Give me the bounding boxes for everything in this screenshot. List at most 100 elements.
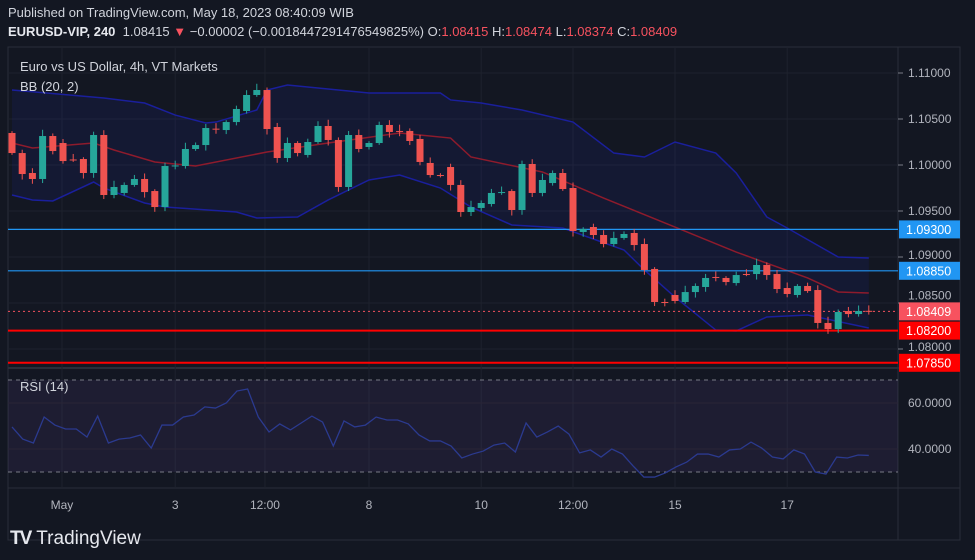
candle-body	[467, 207, 475, 213]
chart-title: Euro vs US Dollar, 4h, VT Markets	[20, 59, 218, 74]
candle	[324, 119, 332, 146]
candle	[151, 189, 159, 212]
candle	[141, 173, 149, 198]
candle-body	[212, 128, 220, 130]
price-axis[interactable]: 1.11000 1.10500 1.10000 1.09500 1.09000 1.085…	[898, 66, 960, 456]
candle-body	[39, 136, 47, 179]
symbol-info-bar: EURUSD-VIP, 240 1.08415 ▼ −0.00002 (−0.0…	[8, 24, 677, 39]
candle-body	[640, 244, 648, 270]
candle	[498, 186, 506, 195]
candle	[8, 131, 16, 155]
rsi-band-fill	[8, 380, 898, 472]
candle	[569, 182, 577, 237]
time-axis[interactable]: May 3 12:00 8 10 12:00 15 17	[51, 498, 795, 512]
candle	[304, 138, 312, 158]
level-price-tag: 1.09300	[906, 223, 951, 237]
tradingview-logo[interactable]: TV TradingView	[10, 528, 141, 550]
rsi-line	[11, 388, 869, 478]
candle	[202, 123, 210, 151]
candle	[793, 284, 801, 298]
symbol-name[interactable]: EURUSD-VIP, 240	[8, 24, 116, 39]
candle	[742, 269, 750, 277]
candle	[365, 141, 373, 150]
candle-body	[253, 90, 261, 95]
candle-body	[100, 135, 108, 195]
candle	[59, 138, 67, 164]
bb-legend[interactable]: BB (20, 2)	[20, 79, 79, 94]
time-tick-label: 12:00	[250, 498, 280, 512]
candle-body	[722, 277, 730, 283]
candle-body	[732, 275, 740, 284]
candle	[273, 122, 281, 163]
candle	[620, 231, 628, 240]
candle	[722, 276, 730, 286]
candle-body	[763, 265, 771, 276]
level-price-tag-bg	[899, 321, 960, 340]
candle	[243, 90, 251, 114]
candle-body	[498, 192, 506, 194]
candle	[253, 83, 261, 97]
candle	[406, 128, 414, 146]
candle-body	[355, 135, 363, 149]
high-label: H:	[491, 24, 505, 39]
bb-upper-line	[11, 84, 869, 259]
candle	[681, 285, 689, 304]
rsi-tick-label: 60.0000	[908, 396, 952, 410]
published-caption: Published on TradingView.com, May 18, 20…	[8, 5, 354, 20]
candle-body	[18, 153, 26, 175]
candle	[518, 160, 526, 215]
candle-body	[273, 127, 281, 159]
candle	[426, 157, 434, 178]
candle	[508, 189, 516, 216]
candle	[212, 123, 220, 134]
tradingview-logo-icon: TV	[10, 528, 32, 549]
candle-body	[691, 285, 699, 293]
candle	[192, 142, 200, 151]
candle	[100, 130, 108, 200]
candle	[640, 238, 648, 275]
candle	[824, 316, 832, 334]
time-tick-label: 12:00	[558, 498, 588, 512]
candle-body	[161, 166, 169, 208]
rsi-tick-label: 40.0000	[908, 442, 952, 456]
candle	[385, 120, 393, 138]
candle	[345, 130, 353, 192]
time-tick-label: 10	[475, 498, 489, 512]
open-value: 1.08415	[441, 24, 489, 39]
candle-body	[569, 188, 577, 231]
candle-body	[406, 130, 414, 141]
rsi-legend[interactable]: RSI (14)	[20, 379, 68, 394]
candle	[283, 137, 291, 163]
candle	[314, 121, 322, 144]
candle	[814, 285, 822, 329]
candle	[171, 160, 179, 170]
candle-body	[477, 202, 485, 208]
candle-body	[457, 184, 465, 213]
candle	[120, 182, 128, 196]
candle-body	[600, 235, 608, 245]
candle	[375, 121, 383, 145]
candle-body	[742, 274, 750, 276]
candle-body	[528, 163, 536, 193]
candle-body	[855, 311, 863, 315]
candle	[232, 105, 240, 126]
candle	[773, 269, 781, 294]
last-price: 1.08415	[122, 24, 170, 39]
candle-body	[324, 125, 332, 140]
candle-body	[314, 125, 322, 142]
candle-body	[508, 191, 516, 210]
candle-body	[294, 143, 302, 154]
candle	[334, 137, 342, 192]
candle-body	[345, 135, 353, 187]
candle	[549, 170, 557, 186]
candle	[79, 157, 87, 179]
rsi-pane	[8, 379, 898, 478]
candle-body	[610, 237, 618, 245]
candle	[763, 262, 771, 280]
candle-body	[538, 179, 546, 193]
candle-body	[151, 191, 159, 208]
candle-body	[385, 124, 393, 132]
candle-body	[141, 178, 149, 193]
candle-body	[171, 165, 179, 167]
